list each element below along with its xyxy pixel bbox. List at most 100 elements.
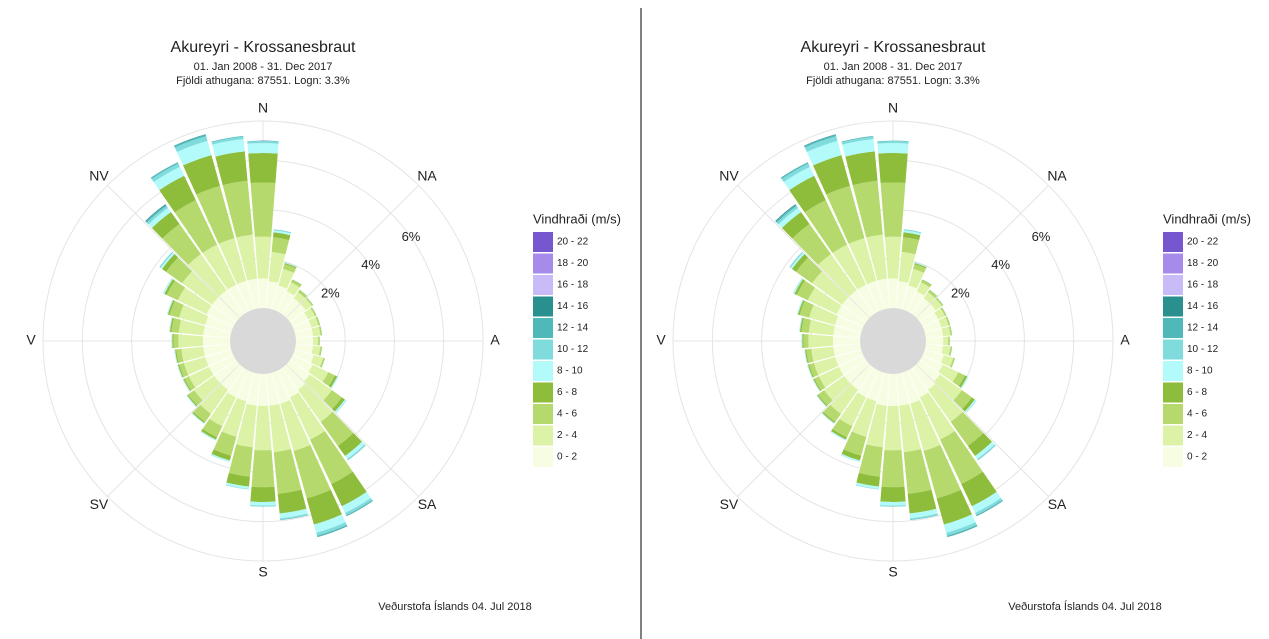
sector-segment (793, 278, 803, 294)
sector-segment (290, 355, 313, 373)
sector-segment (250, 505, 276, 507)
chart-subtitle: 01. Jan 2008 - 31. Dec 2017 (194, 61, 333, 73)
sector-segment (184, 376, 196, 391)
sector-segment (300, 298, 312, 311)
sector-segment (850, 364, 874, 390)
sector-segment (818, 254, 857, 297)
sector-segment (838, 355, 866, 376)
sector-segment (273, 449, 302, 494)
sector-segment (916, 304, 936, 322)
sector-segment (250, 182, 276, 237)
sector-segment (922, 279, 932, 285)
sector-segment (334, 399, 347, 413)
sector-segment (286, 282, 300, 296)
sector-segment (916, 360, 940, 382)
legend-swatch (1163, 425, 1183, 446)
sector-segment (320, 326, 323, 336)
sector-segment (946, 522, 977, 536)
sector-segment (183, 357, 209, 376)
sector-segment (812, 379, 820, 392)
sector-segment (912, 264, 927, 273)
sector-segment (840, 454, 860, 462)
sector-segment (950, 346, 953, 356)
sector-segment (176, 348, 184, 363)
legend-label: 8 - 10 (557, 366, 583, 377)
sector-segment (171, 333, 173, 349)
sector-segment (833, 325, 862, 338)
sector-segment (211, 136, 244, 145)
sector-segment (316, 316, 321, 326)
chart-title: Akureyri - Krossanesbraut (801, 39, 987, 56)
sector-segment (202, 336, 231, 346)
sector-segment (279, 508, 308, 519)
windrose-chart: Akureyri - Krossanesbraut 01. Jan 2008 - … (656, 39, 1251, 613)
sector-segment (941, 345, 951, 356)
legend-swatch (1163, 404, 1183, 424)
sector-segment (211, 449, 232, 461)
legend-label: 6 - 8 (557, 387, 577, 398)
sector-segment (910, 513, 938, 520)
sector-segment (311, 307, 317, 316)
sector-segment (844, 360, 870, 384)
sector-segment (183, 378, 192, 392)
sector-segment (202, 244, 237, 290)
sector-segment (948, 326, 952, 336)
sector-segment (821, 412, 835, 424)
sector-segment (880, 505, 906, 507)
legend-label: 12 - 14 (1187, 323, 1219, 334)
sector-segment (148, 207, 171, 228)
sector-segment (938, 364, 959, 382)
sector-segment (289, 392, 325, 440)
sector-segment (841, 453, 860, 462)
sector-segment (808, 319, 835, 336)
sector-segment (912, 298, 930, 318)
sector-segment (852, 180, 883, 238)
sector-segment (836, 305, 866, 327)
sector-segment (295, 337, 314, 345)
sector-segment (804, 136, 838, 153)
sector-segment (802, 333, 804, 349)
sector-segment (856, 472, 880, 487)
sector-segment (257, 373, 269, 406)
sector-segment (887, 373, 899, 406)
sector-segment (171, 333, 172, 349)
legend-swatch (1163, 447, 1183, 467)
sector-segment (833, 344, 862, 357)
sector-segment (316, 316, 321, 326)
sector-segment (830, 383, 859, 414)
sector-segment (196, 185, 235, 244)
sector-segment (792, 223, 831, 265)
sector-segment (299, 289, 308, 297)
sector-segment (200, 431, 216, 441)
sector-segment (940, 355, 954, 367)
sector-segment (940, 307, 947, 317)
legend-swatch (1163, 318, 1183, 338)
sector-segment (807, 364, 813, 378)
sector-segment (266, 372, 280, 406)
sector-segment (821, 413, 835, 424)
sector-segment (806, 140, 842, 166)
sector-segment (282, 264, 297, 273)
sector-segment (162, 223, 201, 265)
sector-segment (903, 229, 922, 233)
legend-label: 14 - 16 (1187, 301, 1219, 312)
legend-label: 4 - 6 (1187, 409, 1207, 420)
sector-segment (159, 251, 174, 268)
legend-label: 16 - 18 (557, 280, 589, 291)
sector-segment (271, 371, 290, 404)
sector-segment (799, 317, 804, 333)
sector-segment (818, 366, 844, 388)
sector-segment (775, 204, 796, 222)
legend-label: 0 - 2 (557, 452, 577, 463)
windrose-chart: Akureyri - Krossanesbraut 01. Jan 2008 - … (26, 39, 621, 613)
sector-segment (332, 397, 345, 412)
radial-tick-label: 6% (1032, 229, 1051, 244)
legend-label: 14 - 16 (557, 301, 589, 312)
sector-segment (923, 292, 936, 304)
sector-segment (169, 317, 174, 333)
sector-segment (866, 403, 887, 448)
sector-segment (776, 205, 799, 225)
sector-segment (778, 207, 801, 228)
chart-title: Akureyri - Krossanesbraut (171, 39, 357, 56)
